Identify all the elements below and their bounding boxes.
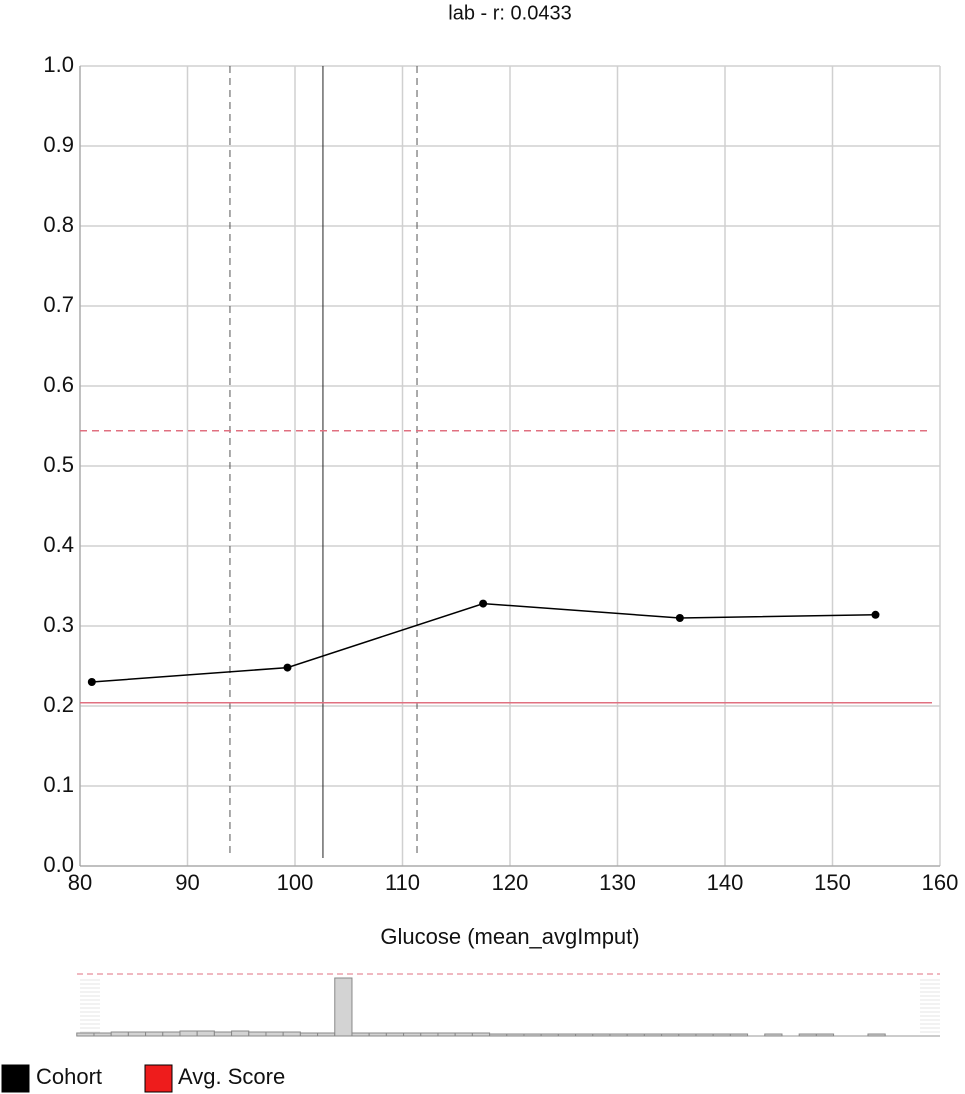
histogram-bar	[231, 1030, 250, 1037]
x-tick-label: 90	[175, 870, 199, 895]
x-tick-label: 130	[599, 870, 636, 895]
histogram-bar	[437, 1032, 456, 1037]
histogram-bar	[179, 1030, 198, 1037]
y-tick-label: 0.8	[43, 212, 74, 237]
point	[479, 599, 488, 608]
histogram-bar	[626, 1033, 645, 1037]
legend-swatch	[1, 1064, 30, 1093]
histogram-bar	[471, 1032, 491, 1037]
histogram-bar	[265, 1031, 284, 1037]
histogram-bar	[695, 1033, 714, 1037]
histogram-bar	[299, 1032, 319, 1037]
point	[283, 663, 292, 672]
y-tick-label: 0.5	[43, 452, 74, 477]
histogram-bar	[557, 1033, 577, 1037]
point	[87, 678, 96, 686]
histogram-bar	[678, 1033, 697, 1037]
histogram-bar	[609, 1033, 628, 1037]
x-tick-label: 100	[277, 870, 314, 895]
histogram-bar	[643, 1033, 663, 1037]
histogram-bar	[110, 1031, 129, 1037]
histogram-bar	[798, 1033, 817, 1037]
histogram-bar	[454, 1032, 473, 1037]
histogram-bar	[592, 1033, 611, 1037]
x-tick-label: 120	[492, 870, 529, 895]
y-tick-label: 0.4	[43, 532, 74, 557]
histogram-bar	[334, 977, 353, 1037]
histogram-bar	[248, 1031, 267, 1037]
histogram-bar	[729, 1033, 749, 1037]
histogram-bar	[368, 1032, 387, 1037]
y-tick-label: 0.2	[43, 692, 74, 717]
x-tick-label: 140	[707, 870, 744, 895]
y-tick-label: 0.6	[43, 372, 74, 397]
histogram-bar	[489, 1033, 508, 1037]
histogram-bar	[764, 1033, 783, 1037]
y-tick-label: 0.0	[43, 852, 74, 877]
x-tick-label: 160	[922, 870, 959, 895]
histogram-bar	[712, 1033, 731, 1037]
x-tick-label: 150	[814, 870, 851, 895]
y-tick-label: 0.3	[43, 612, 74, 637]
chart-title: lab - r: 0.0433	[448, 2, 571, 24]
point	[871, 610, 880, 619]
histogram-bar	[420, 1032, 439, 1037]
legend-label: Cohort	[36, 1064, 102, 1089]
y-tick-label: 1.0	[43, 52, 74, 77]
y-tick-label: 0.7	[43, 292, 74, 317]
histogram-bar	[317, 1032, 336, 1037]
histogram-bar	[506, 1033, 525, 1037]
point	[675, 614, 684, 622]
histogram-bar	[127, 1031, 147, 1037]
x-tick-label: 110	[385, 870, 420, 895]
histogram-bar	[145, 1031, 164, 1037]
histogram-bar	[661, 1033, 680, 1037]
x-axis-label: Glucose (mean_avgImput)	[380, 924, 639, 949]
legend-swatch	[144, 1064, 173, 1093]
legend-label: Avg. Score	[178, 1064, 285, 1089]
x-tick-label: 80	[68, 870, 92, 895]
histogram-bar	[196, 1030, 215, 1037]
histogram-bar	[385, 1032, 405, 1037]
y-tick-label: 0.1	[43, 772, 74, 797]
histogram-bar	[867, 1033, 886, 1037]
histogram-bar	[815, 1033, 835, 1037]
histogram-bar	[162, 1031, 181, 1037]
histogram-bar	[351, 1032, 370, 1037]
histogram-bar	[540, 1033, 559, 1037]
y-tick-label: 0.9	[43, 132, 74, 157]
series-line	[91, 602, 876, 683]
histogram-bar	[93, 1032, 112, 1037]
histogram-bar	[575, 1033, 594, 1037]
histogram-bar	[523, 1033, 542, 1037]
histogram-bar	[403, 1032, 422, 1037]
histogram-bar	[282, 1031, 301, 1037]
histogram-frame	[77, 973, 940, 1037]
histogram-bar	[76, 1032, 95, 1037]
histogram-bar	[213, 1031, 233, 1037]
